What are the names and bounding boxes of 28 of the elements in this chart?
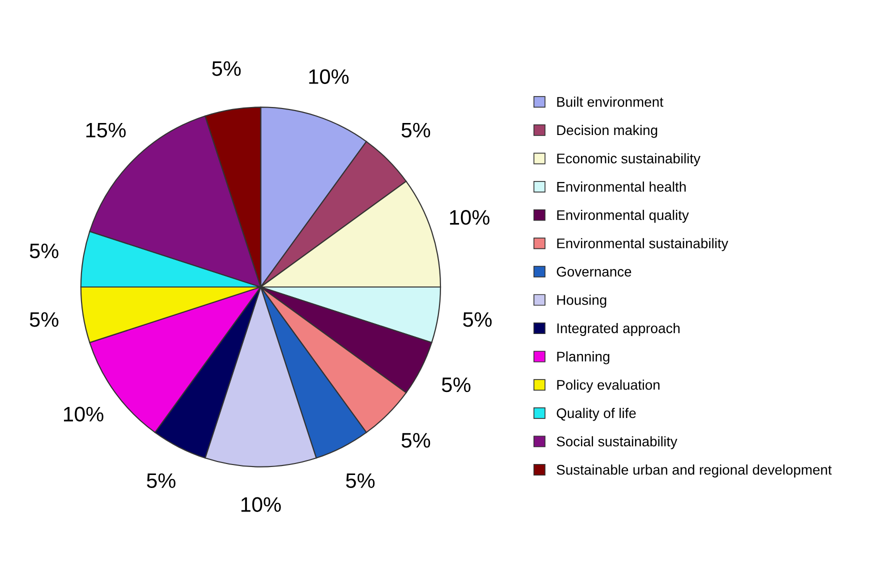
legend-label: Social sustainability [556,436,678,450]
data-label: 5% [442,378,470,392]
legend-label: Governance [556,266,632,277]
data-label: 5% [30,312,58,327]
data-label: 5% [146,473,176,488]
data-label: 5% [402,122,430,138]
legend-label: Built environment [557,96,664,107]
legend-label: Housing [557,294,606,308]
legend-label: Economic sustainability [557,153,700,166]
data-label: 5% [212,61,241,76]
legend-label: Planning [557,351,610,364]
data-label: 5% [463,312,492,327]
data-label: 5% [346,473,375,488]
legend-label: Environmental sustainability [557,238,728,252]
legend-label: Quality of life [556,408,636,421]
legend-label: Environmental health [557,182,686,192]
legend-label: Integrated approach [557,323,680,336]
data-label: 5% [30,244,58,258]
data-label: 15% [86,122,126,138]
legend-label: Policy evaluation [557,380,660,393]
legend-label: Decision making [557,124,658,138]
data-label: 10% [64,406,104,422]
data-label: 10% [450,210,490,225]
data-label: 10% [241,497,281,512]
legend-label: Sustainable urban and regional development [556,464,832,478]
legend-label: Environmental quality [557,210,689,223]
data-label: 10% [309,69,349,84]
data-label: 5% [402,433,430,448]
